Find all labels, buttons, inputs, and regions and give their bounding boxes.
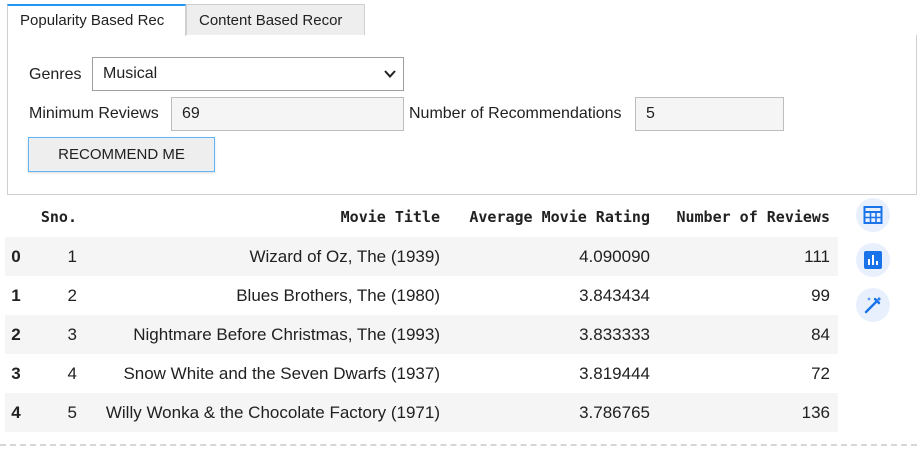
suggest-chart-button[interactable] xyxy=(856,243,890,277)
table-row: 3 4 Snow White and the Seven Dwarfs (193… xyxy=(5,354,838,393)
genres-select[interactable]: Musical xyxy=(92,57,404,91)
output-divider xyxy=(0,444,917,446)
bar-chart-icon xyxy=(864,251,882,269)
cell-number-of-reviews: 84 xyxy=(811,325,830,344)
table-icon xyxy=(863,206,883,224)
magic-wand-icon xyxy=(864,296,882,314)
tab-bar: Popularity Based Rec Content Based Recor xyxy=(7,4,917,36)
cell-number-of-reviews: 99 xyxy=(811,286,830,305)
recommend-me-button[interactable]: RECOMMEND ME xyxy=(28,137,215,172)
header-average-rating: Average Movie Rating xyxy=(469,208,650,226)
cell-average-rating: 4.090090 xyxy=(579,247,650,266)
convert-to-table-button[interactable] xyxy=(856,198,890,232)
header-sno: Sno. xyxy=(40,208,77,226)
row-index: 2 xyxy=(11,325,21,344)
cell-average-rating: 3.786765 xyxy=(579,403,650,422)
table-row: 2 3 Nightmare Before Christmas, The (199… xyxy=(5,315,838,354)
cell-movie-title: Nightmare Before Christmas, The (1993) xyxy=(133,325,440,344)
genres-select-value: Musical xyxy=(103,65,158,82)
min-reviews-input[interactable]: 69 xyxy=(171,97,404,131)
cell-movie-title: Blues Brothers, The (1980) xyxy=(236,286,440,305)
tab-popularity-based[interactable]: Popularity Based Rec xyxy=(7,4,186,36)
header-movie-title: Movie Title xyxy=(340,208,440,226)
chevron-down-icon xyxy=(384,70,396,78)
cell-sno: 5 xyxy=(67,403,77,422)
cell-sno: 2 xyxy=(67,286,77,305)
magic-wand-button[interactable] xyxy=(856,288,890,322)
row-index: 4 xyxy=(11,403,21,422)
cell-average-rating: 3.819444 xyxy=(579,364,650,383)
cell-sno: 3 xyxy=(67,325,77,344)
cell-movie-title: Snow White and the Seven Dwarfs (1937) xyxy=(123,364,440,383)
table-row: 1 2 Blues Brothers, The (1980) 3.843434 … xyxy=(5,276,838,315)
cell-sno: 1 xyxy=(67,247,77,266)
cell-movie-title: Willy Wonka & the Chocolate Factory (197… xyxy=(105,403,440,422)
cell-number-of-reviews: 111 xyxy=(804,247,830,266)
row-index: 1 xyxy=(11,286,21,305)
cell-average-rating: 3.843434 xyxy=(579,286,650,305)
cell-number-of-reviews: 72 xyxy=(811,364,830,383)
row-index: 3 xyxy=(11,364,21,383)
cell-sno: 4 xyxy=(67,364,77,383)
table-header-row: Sno. Movie Title Average Movie Rating Nu… xyxy=(5,198,838,237)
table-row: 0 1 Wizard of Oz, The (1939) 4.090090 11… xyxy=(5,237,838,276)
row-index: 0 xyxy=(11,247,21,266)
num-recommendations-label: Number of Recommendations xyxy=(409,105,622,122)
table-row: 4 5 Willy Wonka & the Chocolate Factory … xyxy=(5,393,838,432)
header-number-of-reviews: Number of Reviews xyxy=(676,208,830,226)
min-reviews-label: Minimum Reviews xyxy=(29,105,159,122)
tab-content-based[interactable]: Content Based Recor xyxy=(186,4,365,35)
cell-movie-title: Wizard of Oz, The (1939) xyxy=(249,247,440,266)
cell-average-rating: 3.833333 xyxy=(579,325,650,344)
cell-number-of-reviews: 136 xyxy=(801,403,830,422)
recommendation-form-panel: Genres Musical Minimum Reviews 69 Number… xyxy=(7,35,917,195)
genres-label: Genres xyxy=(29,66,82,83)
num-recommendations-input[interactable]: 5 xyxy=(635,97,784,131)
